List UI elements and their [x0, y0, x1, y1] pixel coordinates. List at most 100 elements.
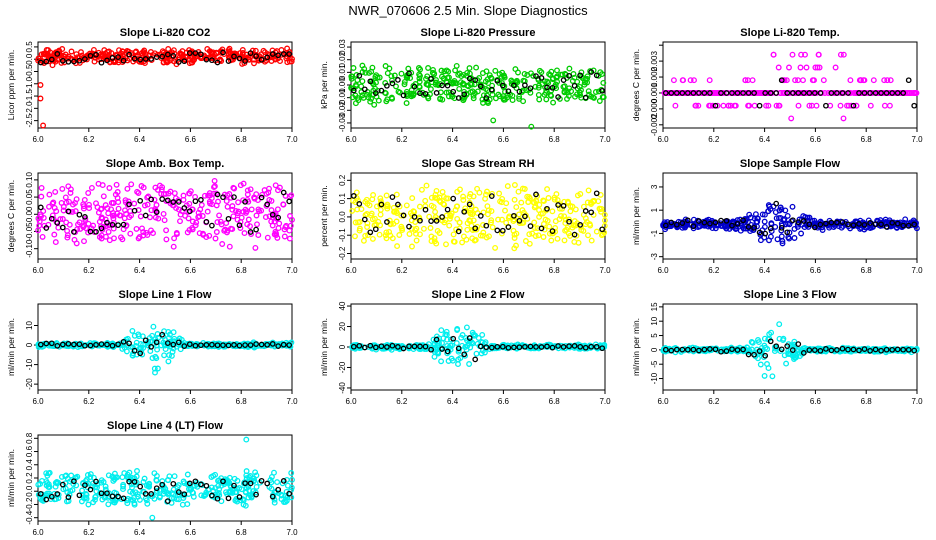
reference-point: [527, 223, 534, 229]
data-point: [466, 65, 473, 72]
data-point: [110, 477, 117, 484]
data-point: [585, 187, 592, 194]
reference-point: [789, 90, 796, 96]
data-point: [540, 197, 547, 204]
data-point: [403, 88, 410, 95]
reference-point: [192, 198, 199, 205]
data-point: [406, 231, 413, 237]
data-point: [396, 89, 403, 96]
data-point: [245, 216, 252, 223]
data-point: [73, 196, 80, 203]
reference-point: [389, 80, 396, 87]
reference-point: [231, 53, 237, 60]
data-point: [226, 243, 233, 250]
reference-point: [834, 347, 840, 353]
x-tick-label: 6.2: [708, 135, 720, 144]
reference-point: [756, 348, 763, 354]
data-point: [163, 227, 170, 234]
data-point: [49, 57, 56, 64]
reference-point: [911, 221, 918, 228]
data-point: [569, 203, 576, 210]
reference-point: [59, 341, 66, 348]
reference-point: [751, 90, 757, 96]
data-point: [266, 196, 273, 203]
y-tick-label: 0.000: [650, 98, 659, 119]
y-tick-label: 0.1: [338, 193, 347, 205]
data-point: [363, 211, 370, 217]
data-point: [135, 235, 142, 242]
reference-point: [778, 346, 785, 353]
reference-point: [889, 90, 896, 96]
y-tick-label: -0.01: [338, 88, 347, 107]
data-point: [49, 200, 56, 207]
data-point: [495, 216, 502, 223]
data-point: [386, 217, 393, 224]
data-point: [148, 207, 155, 214]
reference-point: [231, 342, 237, 348]
reference-point: [109, 342, 116, 349]
y-tick-label: -1.5: [25, 89, 34, 103]
reference-point: [588, 69, 595, 75]
y-tick-label: 0.4: [25, 459, 34, 471]
reference-point: [109, 493, 116, 500]
data-point: [289, 56, 295, 62]
reference-point: [198, 481, 204, 488]
reference-point: [538, 344, 545, 350]
y-tick-label: 0.003: [650, 51, 659, 72]
data-point: [131, 200, 138, 207]
data-point: [412, 227, 419, 234]
data-point: [425, 65, 432, 71]
reference-point: [203, 342, 210, 348]
data-point: [528, 70, 534, 77]
data-point: [820, 77, 827, 84]
data-point: [46, 191, 53, 198]
data-point: [67, 488, 74, 495]
reference-point: [582, 208, 589, 214]
data-point: [757, 237, 764, 244]
data-point: [773, 215, 780, 222]
data-point: [755, 339, 762, 346]
data-point: [263, 190, 270, 197]
data-point: [585, 88, 592, 95]
panel-9: Slope Line 3 Flow 6.0 6.2 6.4 6.6 6.8 7.0 -10 -5…: [631, 289, 923, 406]
data-point: [52, 188, 59, 195]
data-point: [152, 184, 159, 191]
data-point: [132, 49, 139, 56]
data-point: [526, 231, 533, 238]
reference-point: [516, 88, 523, 95]
data-point: [749, 77, 756, 84]
data-point: [391, 208, 398, 215]
reference-point: [142, 337, 149, 344]
reference-point: [48, 340, 55, 347]
data-point: [552, 343, 559, 350]
data-point: [720, 102, 727, 109]
data-point: [99, 182, 106, 189]
data-point: [251, 195, 258, 202]
data-point: [422, 203, 429, 210]
data-point: [439, 188, 446, 195]
data-point: [550, 99, 557, 106]
data-point: [513, 204, 520, 211]
data-point: [165, 491, 172, 498]
data-point: [558, 213, 564, 219]
data-point: [140, 229, 147, 236]
data-point: [460, 80, 467, 87]
data-point: [809, 90, 815, 96]
reference-point: [175, 199, 182, 205]
data-point: [784, 212, 791, 219]
data-point: [208, 474, 215, 480]
data-point: [596, 98, 603, 104]
data-point: [216, 212, 223, 219]
data-point: [204, 208, 211, 215]
data-point: [198, 492, 205, 499]
y-tick-label: 0.2: [338, 174, 347, 186]
data-point: [383, 203, 390, 210]
reference-point: [527, 343, 534, 350]
reference-point: [817, 347, 824, 354]
data-point: [113, 181, 120, 188]
reference-point: [209, 341, 215, 348]
data-point: [87, 471, 94, 478]
data-point: [486, 233, 492, 240]
reference-point: [894, 220, 901, 227]
reference-point: [668, 90, 675, 96]
